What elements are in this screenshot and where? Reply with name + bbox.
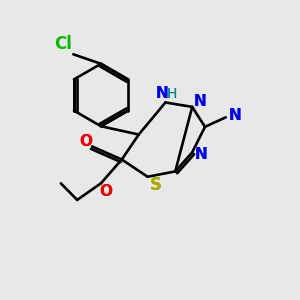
Text: N: N xyxy=(155,86,168,101)
Text: O: O xyxy=(79,134,92,149)
Text: S: S xyxy=(149,176,163,195)
Text: S: S xyxy=(150,176,162,194)
Text: N: N xyxy=(194,147,207,162)
Text: H: H xyxy=(167,86,177,100)
Text: S: S xyxy=(150,176,162,194)
Text: N: N xyxy=(155,86,168,101)
Text: N: N xyxy=(154,85,169,103)
Text: O: O xyxy=(99,184,112,199)
Text: O: O xyxy=(79,134,92,149)
Text: O: O xyxy=(98,183,113,201)
Text: H: H xyxy=(165,85,179,103)
Text: O: O xyxy=(99,184,112,199)
Text: N: N xyxy=(228,108,241,123)
Text: O: O xyxy=(78,133,93,151)
Text: N: N xyxy=(228,108,241,123)
Text: N: N xyxy=(194,147,207,162)
Text: H: H xyxy=(167,86,177,100)
Text: N: N xyxy=(192,93,207,111)
Text: Cl: Cl xyxy=(54,35,72,53)
Text: N: N xyxy=(193,94,206,109)
Text: N: N xyxy=(193,146,208,164)
Text: N: N xyxy=(193,94,206,109)
